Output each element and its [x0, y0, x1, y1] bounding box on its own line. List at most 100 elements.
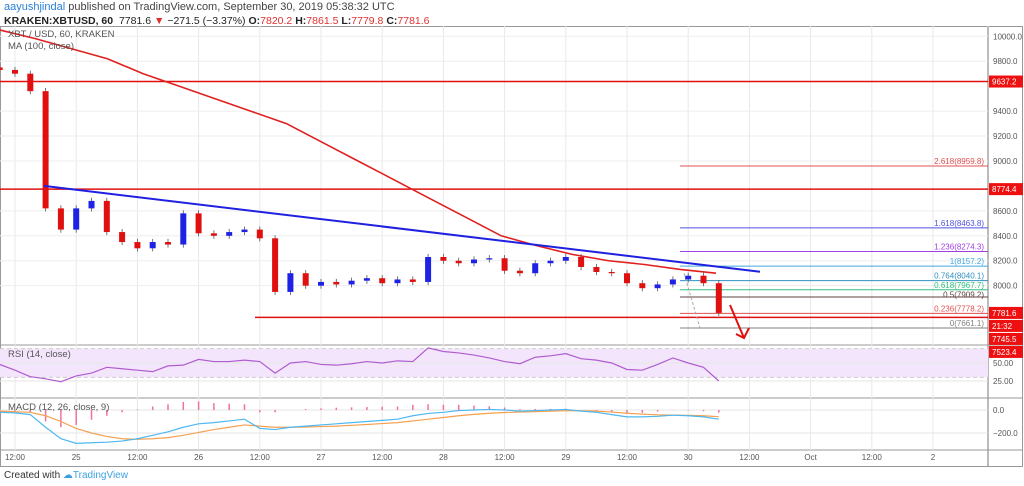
candle-down: [0, 67, 3, 70]
candle-down: [593, 266, 600, 272]
price-label: 9637.2: [992, 78, 1017, 87]
candle-down: [103, 200, 110, 233]
time-tick-label: 12:00: [617, 453, 638, 462]
candle-down: [379, 278, 386, 284]
candle-up: [669, 279, 676, 285]
fib-level-label: 0.764(8040.1): [934, 272, 984, 281]
low-value: 7779.8: [351, 15, 384, 27]
price-label-box: [989, 183, 1023, 196]
candle-up: [149, 242, 156, 249]
down-triangle-icon: ▼: [154, 15, 165, 27]
price-tick-label: 8000.0: [993, 282, 1018, 291]
candle-down: [624, 273, 630, 284]
candle-up: [547, 260, 554, 264]
rsi-line: [0, 347, 720, 383]
close-value: 7781.6: [397, 15, 430, 27]
footer: Created with ☁TradingView: [4, 470, 128, 481]
candle-up: [241, 229, 248, 233]
tradingview-brand[interactable]: TradingView: [72, 470, 128, 481]
candle-down: [700, 275, 707, 284]
candle-down: [440, 257, 447, 261]
candle-up: [287, 273, 294, 292]
macd-tick-label: 0.0: [993, 406, 1005, 415]
price-label: 7781.6: [992, 309, 1017, 318]
candle-down: [119, 232, 126, 243]
price-label: 21:32: [992, 322, 1013, 331]
time-tick-label: 29: [561, 453, 570, 462]
time-tick-label: 12:00: [127, 453, 148, 462]
price-tick-label: 9800.0: [993, 57, 1018, 66]
fib-level-label: 0.618(7967.7): [934, 281, 984, 290]
price-label-box: [989, 319, 1023, 332]
time-tick-label: 30: [684, 453, 693, 462]
candle-up: [88, 200, 95, 209]
candle-up: [532, 263, 539, 274]
trendline: [43, 184, 761, 273]
candle-up: [226, 232, 233, 236]
signal-line: [0, 410, 719, 440]
price-label-box: [989, 332, 1023, 345]
candle-up: [394, 279, 401, 284]
time-tick-label: 12:00: [372, 453, 393, 462]
candle-down: [27, 73, 34, 92]
candle-down: [302, 273, 309, 286]
candle-down: [333, 281, 340, 285]
candle-up: [654, 284, 661, 289]
candle-down: [608, 271, 615, 274]
candle-down: [501, 258, 508, 271]
publish-text: published on TradingView.com, September …: [68, 1, 395, 13]
candle-up: [486, 258, 493, 260]
price-tick-label: 9000.0: [993, 157, 1018, 166]
price-tick-label: 8400.0: [993, 232, 1018, 241]
candle-down: [42, 91, 49, 209]
time-tick-label: 2: [931, 453, 936, 462]
candle-up: [73, 208, 80, 230]
candle-down: [195, 213, 202, 234]
author-link[interactable]: aayushjindal: [4, 1, 66, 13]
candle-up: [471, 259, 477, 264]
price-tick-label: 8200.0: [993, 257, 1018, 266]
fib-anchor-line: [683, 273, 701, 329]
macd-tick-label: −200.0: [993, 429, 1018, 438]
rsi-tick-label: 50.00: [993, 359, 1014, 368]
candle-down: [409, 279, 416, 282]
candle-down: [12, 69, 18, 74]
candle-up: [562, 257, 569, 261]
time-tick-label: 12:00: [250, 453, 271, 462]
tradingview-logo-icon: ☁: [62, 470, 73, 481]
time-tick-label: 26: [194, 453, 203, 462]
time-tick-label: Oct: [804, 453, 817, 462]
last-price: 7781.6: [118, 15, 152, 27]
price-tick-label: 9200.0: [993, 132, 1018, 141]
high-value: 7861.5: [306, 15, 339, 27]
time-tick-label: 28: [439, 453, 448, 462]
ma-legend: MA (100, close): [8, 41, 74, 52]
candle-up: [363, 278, 370, 281]
candle-up: [348, 280, 355, 285]
price-label-box: [989, 345, 1023, 358]
candle-up: [425, 257, 432, 282]
time-tick-label: 12:00: [495, 453, 516, 462]
price-tick-label: 10000.0: [993, 32, 1022, 41]
down-arrow-icon: [729, 304, 750, 340]
candle-up: [318, 281, 324, 286]
price-change: −271.5 (−3.37%): [167, 15, 246, 27]
macd-line: [0, 408, 719, 444]
open-label: O:: [248, 15, 261, 27]
candle-down: [165, 242, 171, 245]
footer-text: Created with: [4, 470, 61, 481]
high-label: H:: [295, 15, 307, 27]
price-tick-label: 9400.0: [993, 107, 1018, 116]
candle-down: [455, 260, 462, 264]
candle-down: [57, 208, 64, 230]
candle-down: [639, 283, 646, 289]
candle-down: [578, 257, 585, 267]
candle-down: [516, 270, 523, 274]
time-tick-label: 12:00: [739, 453, 760, 462]
open-value: 7820.2: [260, 15, 293, 27]
fib-level-label: 1.618(8463.8): [934, 219, 984, 228]
symbol-info: KRAKEN:XBTUSD, 60 7781.6 ▼ −271.5 (−3.37…: [4, 15, 430, 27]
fib-level-label: 1(8157.2): [950, 257, 985, 266]
publish-info: aayushjindal published on TradingView.co…: [4, 1, 395, 14]
